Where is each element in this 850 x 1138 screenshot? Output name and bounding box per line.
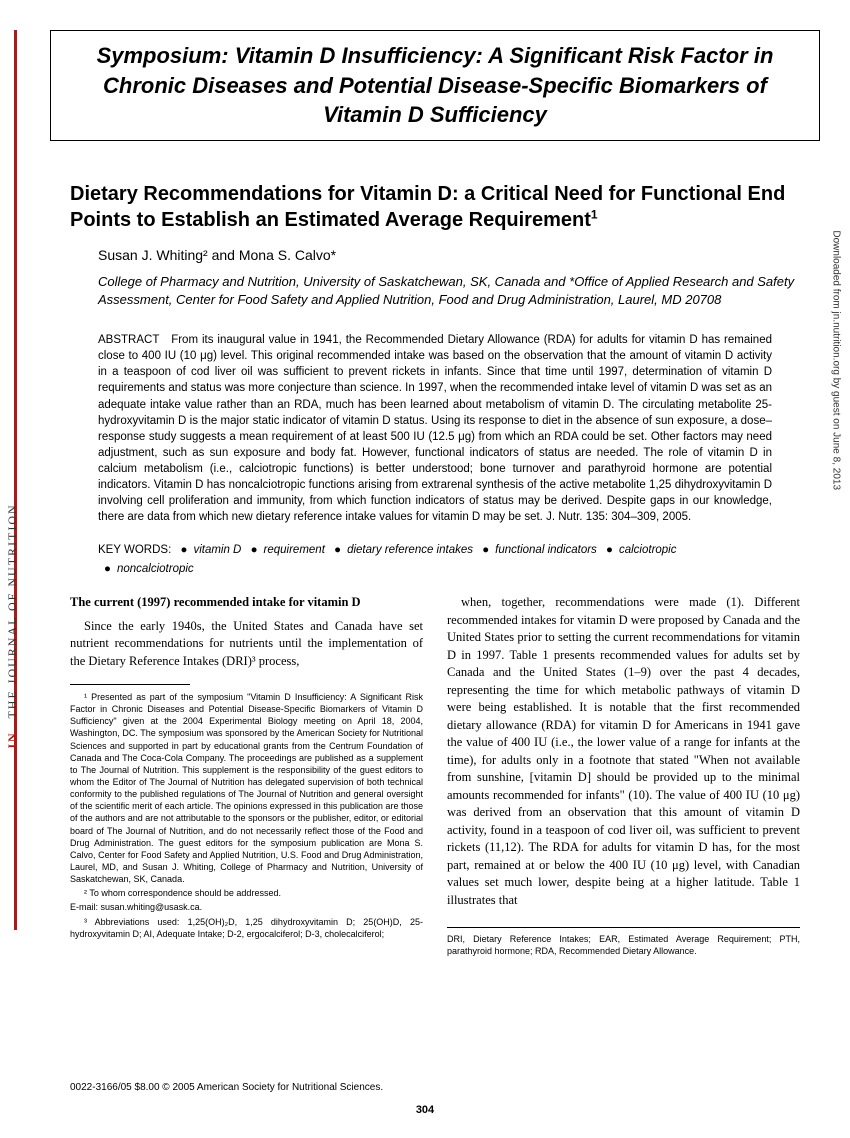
kw-5: noncalciotropic xyxy=(117,563,194,575)
abstract-text: From its inaugural value in 1941, the Re… xyxy=(98,334,772,523)
footnote-2: ² To whom correspondence should be addre… xyxy=(70,887,423,899)
download-note: Downloaded from jn.nutrition.org by gues… xyxy=(831,230,842,490)
article-title: Dietary Recommendations for Vitamin D: a… xyxy=(70,181,800,233)
journal-name: THE JOURNAL OF NUTRITION xyxy=(5,503,19,718)
footnote-rule xyxy=(70,684,190,685)
symposium-title-box: Symposium: Vitamin D Insufficiency: A Si… xyxy=(50,30,820,141)
article-title-text: Dietary Recommendations for Vitamin D: a… xyxy=(70,183,785,231)
footnotes: ¹ Presented as part of the symposium "Vi… xyxy=(70,691,423,940)
title-footnote-ref: 1 xyxy=(591,207,598,221)
column-left: The current (1997) recommended intake fo… xyxy=(70,594,423,957)
keywords: KEY WORDS: ●vitamin D ●requirement ●diet… xyxy=(98,541,772,578)
affiliation: College of Pharmacy and Nutrition, Unive… xyxy=(98,273,800,308)
page-content: Symposium: Vitamin D Insufficiency: A Si… xyxy=(50,30,820,957)
copyright-line: 0022-3166/05 $8.00 © 2005 American Socie… xyxy=(70,1082,383,1093)
abstract: ABSTRACT From its inaugural value in 194… xyxy=(98,332,772,525)
keywords-label: KEY WORDS: xyxy=(98,544,171,556)
kw-4: calciotropic xyxy=(619,544,677,556)
journal-sidebar-rule xyxy=(14,30,17,930)
footnote-2-email: E-mail: susan.whiting@usask.ca. xyxy=(70,901,423,913)
column-right: when, together, recommendations were mad… xyxy=(447,594,800,957)
kw-0: vitamin D xyxy=(193,544,241,556)
body-columns: The current (1997) recommended intake fo… xyxy=(70,594,800,957)
kw-2: dietary reference intakes xyxy=(347,544,473,556)
kw-1: requirement xyxy=(264,544,325,556)
page-number: 304 xyxy=(0,1104,850,1116)
body-paragraph: Since the early 1940s, the United States… xyxy=(70,618,423,671)
kw-3: functional indicators xyxy=(495,544,597,556)
abstract-label: ABSTRACT xyxy=(98,334,159,346)
section-heading: The current (1997) recommended intake fo… xyxy=(70,594,423,612)
body-paragraph: when, together, recommendations were mad… xyxy=(447,594,800,909)
footnote-3: ³ Abbreviations used: 1,25(OH)₂D, 1,25 d… xyxy=(70,916,423,940)
journal-abbrev: JN xyxy=(5,731,19,750)
footnote-1: ¹ Presented as part of the symposium "Vi… xyxy=(70,691,423,885)
journal-sidebar-label: JN THE JOURNAL OF NUTRITION xyxy=(5,503,20,750)
abbrev-footnote: DRI, Dietary Reference Intakes; EAR, Est… xyxy=(447,927,800,957)
authors: Susan J. Whiting² and Mona S. Calvo* xyxy=(98,247,800,263)
